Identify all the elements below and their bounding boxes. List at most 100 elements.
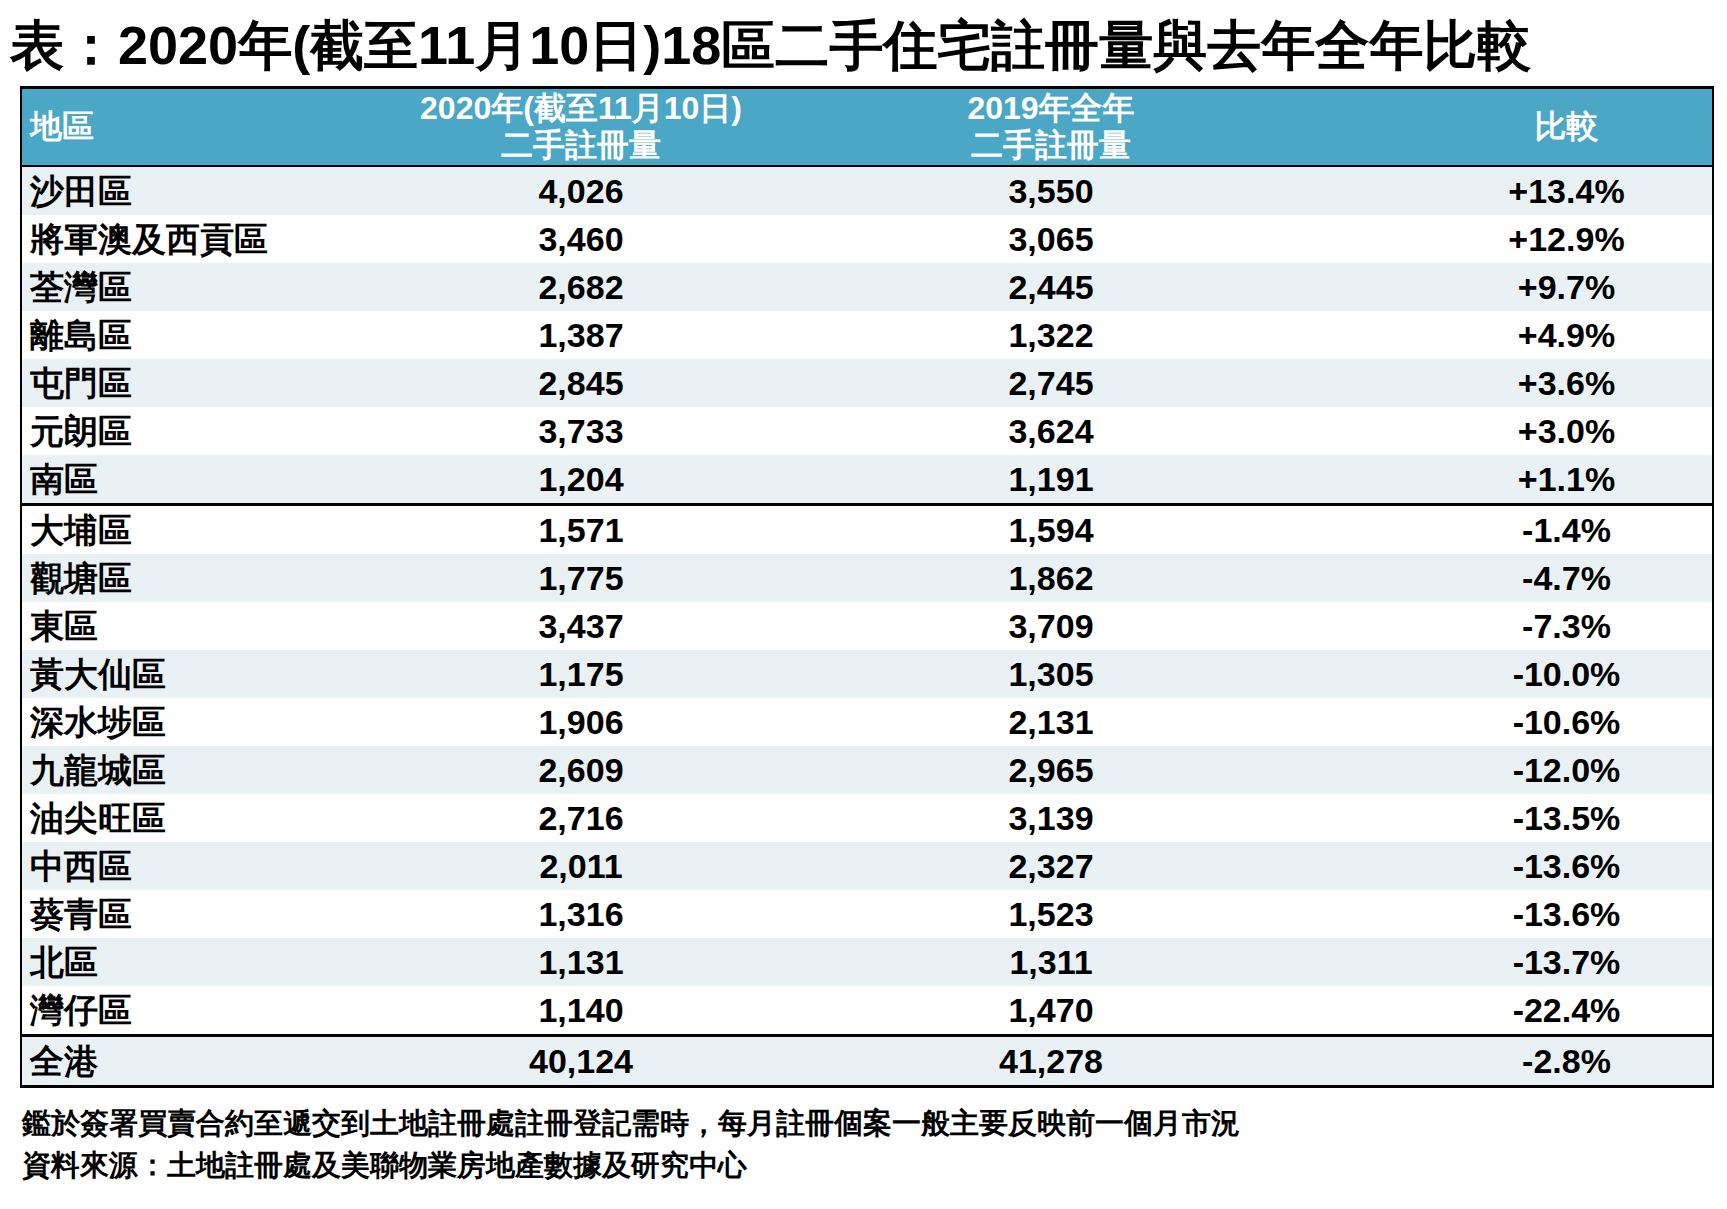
reg-2020-cell: 1,175 [331,650,831,698]
reg-2019-cell: 1,305 [831,650,1271,698]
table-row: 九龍城區2,6092,965-12.0% [21,746,1713,794]
header-reg-2019: 2019年全年 二手註冊量 [831,88,1271,167]
change-cell: -13.6% [1271,842,1713,890]
table-row: 將軍澳及西貢區3,4603,065+12.9% [21,215,1713,263]
reg-2019-cell: 2,445 [831,263,1271,311]
change-cell: -13.5% [1271,794,1713,842]
reg-2020-cell: 1,775 [331,554,831,602]
reg-2019-cell: 1,311 [831,938,1271,986]
district-cell: 沙田區 [21,166,331,215]
change-cell: -22.4% [1271,986,1713,1036]
reg-2020-cell: 4,026 [331,166,831,215]
table-row: 屯門區2,8452,745+3.6% [21,359,1713,407]
table-row: 黃大仙區1,1751,305-10.0% [21,650,1713,698]
table-row: 北區1,1311,311-13.7% [21,938,1713,986]
table-row: 沙田區4,0263,550+13.4% [21,166,1713,215]
header-reg-2019-line1: 2019年全年 [831,90,1271,127]
change-cell: -1.4% [1271,505,1713,555]
change-cell: +3.0% [1271,407,1713,455]
reg-2020-cell: 40,124 [331,1036,831,1087]
table-row: 觀塘區1,7751,862-4.7% [21,554,1713,602]
header-row: 地區 2020年(截至11月10日) 二手註冊量 2019年全年 二手註冊量 比… [21,88,1713,167]
change-cell: +4.9% [1271,311,1713,359]
page-title: 表：2020年(截至11月10日)18區二手住宅註冊量與去年全年比較 [10,0,1727,86]
reg-2020-cell: 1,140 [331,986,831,1036]
table-row: 荃灣區2,6822,445+9.7% [21,263,1713,311]
table-row: 大埔區1,5711,594-1.4% [21,505,1713,555]
footnote-timing: 鑑於簽署買賣合約至遞交到土地註冊處註冊登記需時，每月註冊個案一般主要反映前一個月… [22,1102,1727,1144]
reg-2020-cell: 1,387 [331,311,831,359]
reg-2020-cell: 1,906 [331,698,831,746]
table-row: 深水埗區1,9062,131-10.6% [21,698,1713,746]
header-change: 比較 [1271,88,1713,167]
reg-2019-cell: 1,470 [831,986,1271,1036]
change-cell: -10.0% [1271,650,1713,698]
district-cell: 北區 [21,938,331,986]
reg-2019-cell: 1,191 [831,455,1271,505]
district-cell: 將軍澳及西貢區 [21,215,331,263]
reg-2020-cell: 2,716 [331,794,831,842]
reg-2020-cell: 3,460 [331,215,831,263]
table-body: 沙田區4,0263,550+13.4%將軍澳及西貢區3,4603,065+12.… [21,166,1713,1087]
table-row: 全港40,12441,278-2.8% [21,1036,1713,1087]
district-cell: 南區 [21,455,331,505]
reg-2019-cell: 41,278 [831,1036,1271,1087]
table-row: 元朗區3,7333,624+3.0% [21,407,1713,455]
reg-2020-cell: 2,011 [331,842,831,890]
district-cell: 大埔區 [21,505,331,555]
reg-2019-cell: 3,550 [831,166,1271,215]
table-row: 中西區2,0112,327-13.6% [21,842,1713,890]
change-cell: -7.3% [1271,602,1713,650]
reg-2019-cell: 1,862 [831,554,1271,602]
change-cell: +9.7% [1271,263,1713,311]
district-cell: 東區 [21,602,331,650]
reg-2019-cell: 3,065 [831,215,1271,263]
change-cell: +3.6% [1271,359,1713,407]
table-row: 南區1,2041,191+1.1% [21,455,1713,505]
change-cell: +13.4% [1271,166,1713,215]
reg-2019-cell: 1,594 [831,505,1271,555]
district-cell: 黃大仙區 [21,650,331,698]
district-cell: 元朗區 [21,407,331,455]
district-cell: 灣仔區 [21,986,331,1036]
reg-2019-cell: 1,523 [831,890,1271,938]
reg-2020-cell: 1,131 [331,938,831,986]
footnotes: 鑑於簽署買賣合約至遞交到土地註冊處註冊登記需時，每月註冊個案一般主要反映前一個月… [22,1102,1727,1186]
table-header: 地區 2020年(截至11月10日) 二手註冊量 2019年全年 二手註冊量 比… [21,88,1713,167]
reg-2020-cell: 2,682 [331,263,831,311]
district-cell: 葵青區 [21,890,331,938]
footnote-source: 資料來源：土地註冊處及美聯物業房地產數據及研究中心 [22,1144,1727,1186]
table-row: 灣仔區1,1401,470-22.4% [21,986,1713,1036]
reg-2019-cell: 3,709 [831,602,1271,650]
table-row: 油尖旺區2,7163,139-13.5% [21,794,1713,842]
district-cell: 全港 [21,1036,331,1087]
change-cell: -10.6% [1271,698,1713,746]
district-cell: 離島區 [21,311,331,359]
district-cell: 深水埗區 [21,698,331,746]
header-reg-2020-line1: 2020年(截至11月10日) [331,90,831,127]
header-reg-2019-line2: 二手註冊量 [831,127,1271,164]
reg-2020-cell: 3,437 [331,602,831,650]
reg-2019-cell: 3,624 [831,407,1271,455]
change-cell: +1.1% [1271,455,1713,505]
reg-2019-cell: 1,322 [831,311,1271,359]
reg-2020-cell: 1,316 [331,890,831,938]
change-cell: -2.8% [1271,1036,1713,1087]
header-reg-2020: 2020年(截至11月10日) 二手註冊量 [331,88,831,167]
reg-2019-cell: 2,745 [831,359,1271,407]
reg-2020-cell: 2,609 [331,746,831,794]
header-reg-2020-line2: 二手註冊量 [331,127,831,164]
change-cell: -4.7% [1271,554,1713,602]
district-cell: 荃灣區 [21,263,331,311]
reg-2020-cell: 2,845 [331,359,831,407]
district-cell: 屯門區 [21,359,331,407]
district-cell: 油尖旺區 [21,794,331,842]
table-row: 離島區1,3871,322+4.9% [21,311,1713,359]
reg-2019-cell: 3,139 [831,794,1271,842]
reg-2019-cell: 2,131 [831,698,1271,746]
change-cell: -12.0% [1271,746,1713,794]
table-row: 葵青區1,3161,523-13.6% [21,890,1713,938]
reg-2020-cell: 1,571 [331,505,831,555]
table-row: 東區3,4373,709-7.3% [21,602,1713,650]
page: 表：2020年(截至11月10日)18區二手住宅註冊量與去年全年比較 地區 20… [0,0,1727,1209]
